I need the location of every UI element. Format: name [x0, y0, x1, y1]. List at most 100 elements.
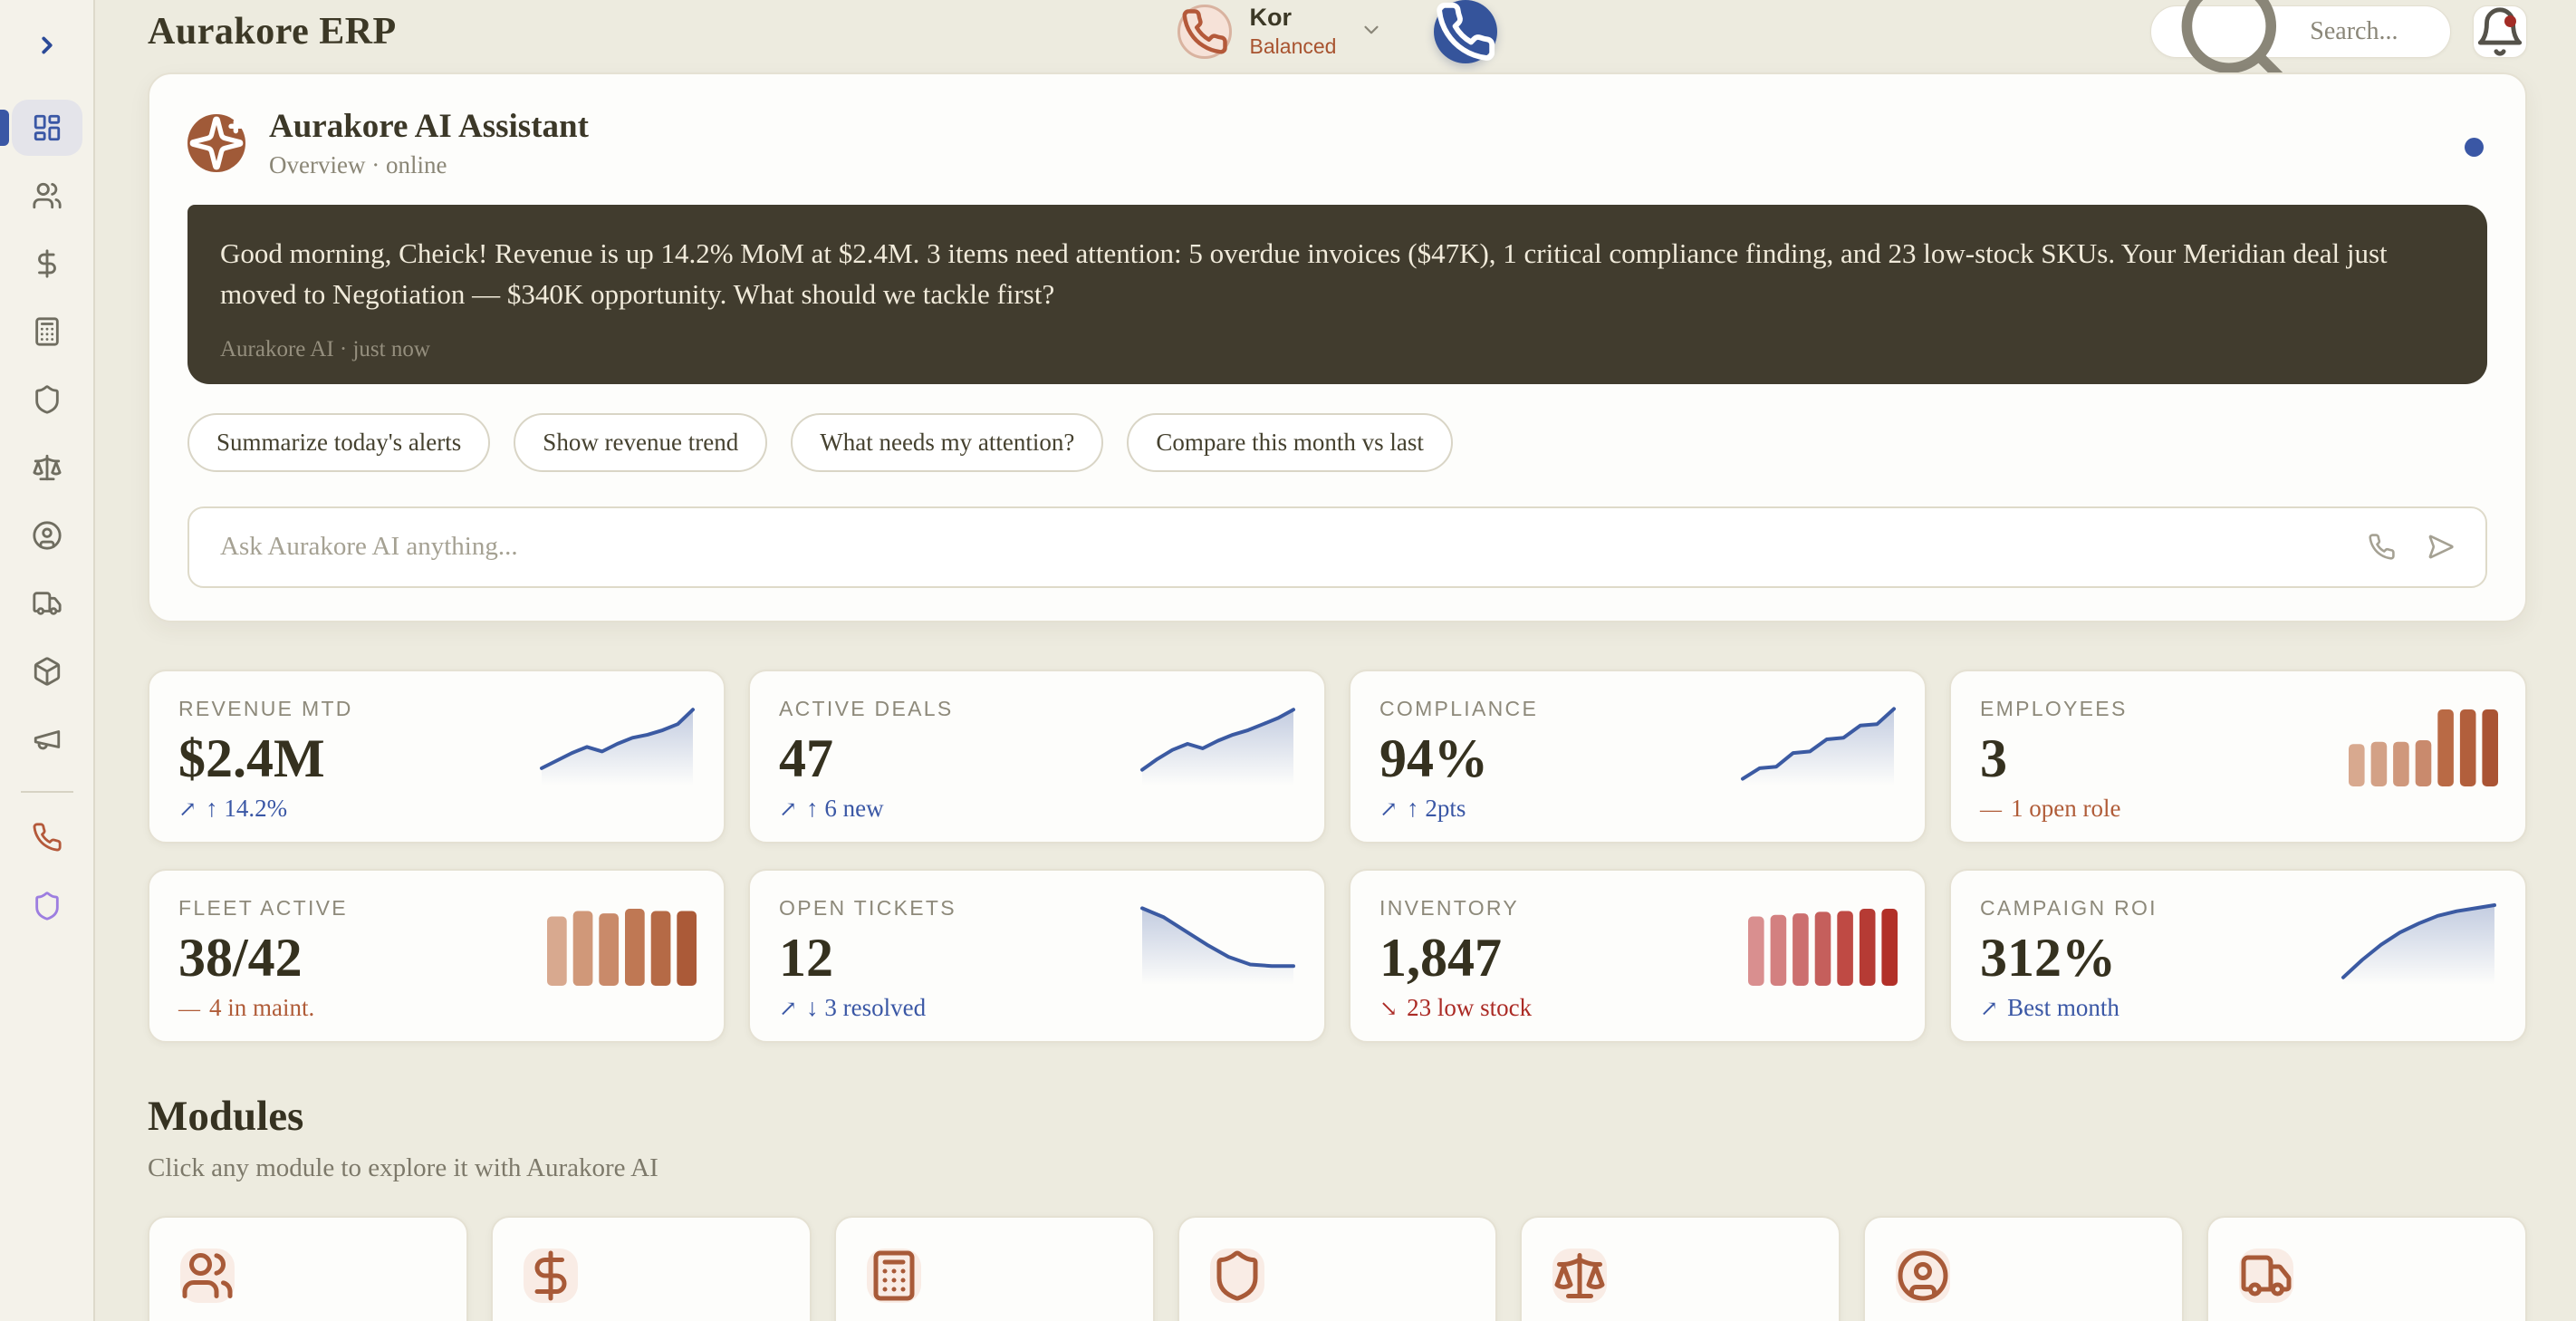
sidebar-expand-button[interactable] — [25, 24, 69, 67]
ai-message-meta: Aurakore AI · just now — [220, 336, 430, 362]
suggestion-chip[interactable]: What needs my attention? — [791, 412, 1104, 472]
kpi-card-revenue-mtd[interactable]: REVENUE MTD $2.4M ↗ ↑ 14.2% — [148, 669, 726, 844]
voice-call-icon[interactable] — [2368, 533, 2396, 561]
module-card-shield[interactable] — [1177, 1215, 1498, 1321]
kpi-delta: ↘ 23 low stock — [1379, 994, 1896, 1022]
kpi-delta: ↗ ↑ 14.2% — [178, 795, 695, 823]
topbar-right — [1497, 0, 2528, 85]
module-card-truck[interactable] — [2206, 1215, 2527, 1321]
unread-badge — [2504, 15, 2517, 27]
module-icon-badge — [1209, 1248, 1264, 1303]
chevron-down-icon[interactable] — [1360, 18, 1383, 46]
kpi-sparkline — [2349, 709, 2498, 791]
suggestion-chip[interactable]: Summarize today's alerts — [187, 412, 491, 472]
module-card-users[interactable] — [148, 1215, 468, 1321]
ask-input[interactable] — [220, 532, 2337, 563]
topbar-left: Aurakore ERP — [148, 10, 1177, 53]
kpi-value: 312% — [1980, 927, 2116, 988]
truck-icon — [32, 588, 62, 619]
module-icon-badge — [866, 1248, 921, 1303]
contact-status: Balanced — [1249, 34, 1337, 58]
sidebar-item-dashboard[interactable] — [0, 100, 82, 156]
shield-icon — [32, 891, 62, 921]
kpi-card-compliance[interactable]: COMPLIANCE 94% ↗ ↑ 2pts — [1349, 669, 1927, 844]
sparkles-icon — [187, 114, 245, 172]
sidebar-item-phone[interactable] — [12, 809, 82, 865]
ai-message-text: Good morning, Cheick! Revenue is up 14.2… — [220, 237, 2388, 310]
arrow-up-right-icon: ↗ — [779, 997, 798, 1021]
modules-title: Modules — [148, 1092, 304, 1140]
megaphone-icon — [32, 724, 62, 755]
kpi-delta-text: 23 low stock — [1407, 993, 1533, 1021]
kpi-card-inventory[interactable]: INVENTORY 1,847 ↘ 23 low stock — [1349, 868, 1927, 1043]
kpi-delta-text: ↑ 14.2% — [206, 794, 288, 822]
kpi-card-active-deals[interactable]: ACTIVE DEALS 47 ↗ ↑ 6 new — [748, 669, 1326, 844]
search-box[interactable] — [2150, 0, 2452, 85]
topbar: Aurakore ERP Kor Balanced — [148, 0, 2528, 85]
arrow-up-right-icon: ↗ — [1379, 797, 1399, 822]
phone-icon — [1180, 7, 1229, 56]
modules-subtitle: Click any module to explore it with Aura… — [148, 1152, 658, 1182]
sidebar-item-scale[interactable] — [12, 439, 82, 496]
sidebar-item-user-circle[interactable] — [12, 507, 82, 564]
contact-avatar[interactable] — [1177, 5, 1232, 59]
user-circle-icon — [1896, 1249, 1950, 1303]
sidebar-item-truck[interactable] — [12, 575, 82, 632]
suggestion-chip[interactable]: Compare this month vs last — [1127, 412, 1453, 472]
scale-icon — [32, 452, 62, 483]
online-status-dot — [2465, 138, 2484, 157]
kpi-delta-text: Best month — [2007, 993, 2119, 1021]
sidebar-divider — [20, 791, 73, 793]
kpi-label: FLEET ACTIVE — [178, 895, 348, 920]
send-icon[interactable] — [2427, 533, 2455, 561]
kpi-delta-text: ↑ 2pts — [1407, 794, 1466, 822]
kpi-delta-text: 1 open role — [2011, 794, 2121, 822]
kpi-sparkline — [538, 702, 697, 790]
sidebar-item-shield-purple[interactable] — [12, 878, 82, 934]
ai-avatar — [187, 114, 245, 172]
layout-dashboard-icon — [32, 112, 62, 143]
sidebar-item-package[interactable] — [12, 643, 82, 699]
kpi-delta-text: 4 in maint. — [209, 993, 315, 1021]
notifications-button[interactable] — [2473, 5, 2528, 58]
kpi-value: 3 — [1980, 728, 2007, 788]
kpi-card-fleet-active[interactable]: FLEET ACTIVE 38/42 — 4 in maint. — [148, 868, 726, 1043]
kpi-card-campaign-roi[interactable]: CAMPAIGN ROI 312% ↗ Best month — [1949, 868, 2527, 1043]
sidebar-item-calculator[interactable] — [12, 304, 82, 360]
kpi-grid: REVENUE MTD $2.4M ↗ ↑ 14.2% ACTIVE DEALS 47 ↗ ↑… — [148, 669, 2527, 1043]
arrow-down-right-icon: ↘ — [1379, 997, 1399, 1021]
dash-icon: — — [1980, 797, 2002, 822]
sidebar-item-users[interactable] — [12, 168, 82, 224]
sidebar-item-dollar[interactable] — [12, 236, 82, 292]
kpi-card-open-tickets[interactable]: OPEN TICKETS 12 ↗ ↓ 3 resolved — [748, 868, 1326, 1043]
sidebar-item-megaphone[interactable] — [12, 711, 82, 767]
kpi-card-employees[interactable]: EMPLOYEES 3 — 1 open role — [1949, 669, 2527, 844]
module-card-user-circle[interactable] — [1863, 1215, 2185, 1321]
contact-widget: Kor Balanced — [1177, 0, 1498, 63]
arrow-up-right-icon: ↗ — [1980, 997, 1999, 1021]
sidebar-item-shield[interactable] — [12, 371, 82, 428]
shield-icon — [32, 384, 62, 415]
kpi-value: 38/42 — [178, 927, 303, 988]
kpi-sparkline — [1139, 702, 1297, 790]
module-card-scale[interactable] — [1520, 1215, 1841, 1321]
search-input[interactable] — [2310, 17, 2431, 46]
call-button[interactable] — [1434, 0, 1498, 63]
contact-info[interactable]: Kor Balanced — [1249, 4, 1337, 59]
kpi-value: 1,847 — [1379, 927, 1502, 988]
sidebar — [0, 0, 95, 1321]
sidebar-nav — [0, 100, 93, 767]
ask-input-bar — [187, 506, 2487, 588]
module-card-calculator[interactable] — [833, 1215, 1155, 1321]
kpi-label: INVENTORY — [1379, 895, 1520, 920]
dash-icon: — — [178, 997, 200, 1021]
module-icon-badge — [1552, 1248, 1608, 1303]
shield-icon — [1210, 1249, 1264, 1303]
kpi-value: 47 — [779, 728, 833, 788]
package-icon — [32, 656, 62, 687]
suggestion-chip[interactable]: Show revenue trend — [514, 412, 768, 472]
module-card-dollar-sign[interactable] — [490, 1215, 812, 1321]
kpi-value: 94% — [1379, 728, 1488, 788]
ai-subtitle: Overview · online — [269, 151, 447, 178]
